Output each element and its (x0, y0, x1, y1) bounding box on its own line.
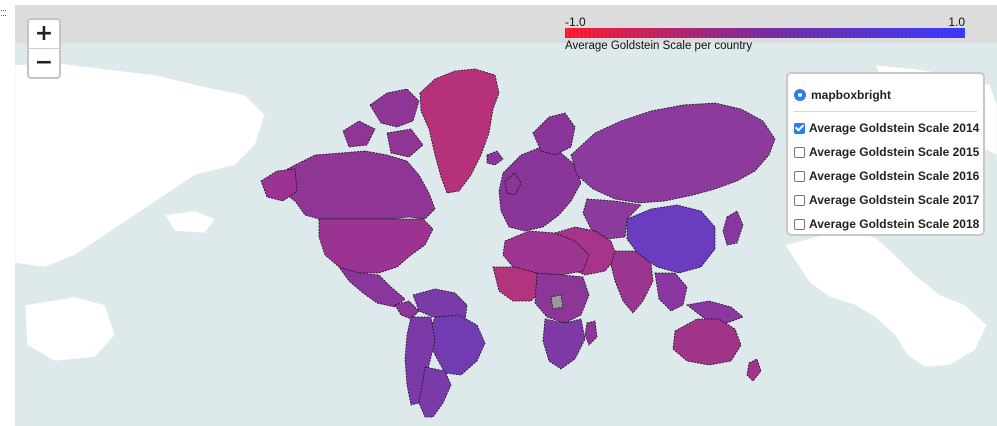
overlay-2018[interactable]: Average Goldstein Scale 2018 (788, 212, 983, 236)
overlay-label: Average Goldstein Scale 2014 (809, 121, 980, 135)
checkbox-icon[interactable] (794, 170, 805, 182)
land-east-copy-americas (784, 230, 988, 368)
land-west-copy-asia (15, 62, 266, 268)
country-north-africa[interactable] (502, 230, 590, 276)
checkbox-icon[interactable] (794, 146, 805, 158)
overlay-2014[interactable]: Average Goldstein Scale 2014 (788, 116, 983, 140)
country-europe[interactable] (498, 146, 582, 232)
overlay-label: Average Goldstein Scale 2018 (809, 217, 980, 231)
country-argentina[interactable] (418, 366, 452, 418)
country-brazil[interactable] (426, 314, 486, 376)
edge-marker (1, 10, 6, 16)
overlay-label: Average Goldstein Scale 2017 (809, 193, 980, 207)
colorbar-gradient (565, 28, 965, 38)
colorbar-min-label: -1.0 (565, 15, 586, 29)
overlay-label: Average Goldstein Scale 2016 (809, 169, 980, 183)
colorbar-ticks: -1.0 1.0 (565, 15, 965, 29)
map-canvas[interactable]: + − -1.0 1.0 Average Goldstein Scale per… (15, 5, 997, 426)
colorbar-caption: Average Goldstein Scale per country (565, 40, 753, 52)
country-new-zealand[interactable] (746, 358, 762, 382)
country-uk[interactable] (504, 172, 522, 196)
zoom-in-button[interactable]: + (34, 21, 54, 46)
country-southeast-asia[interactable] (654, 272, 744, 324)
country-iceland[interactable] (486, 150, 504, 166)
base-layer-label: mapboxbright (811, 88, 891, 102)
country-russia[interactable] (570, 102, 776, 204)
overlay-2015[interactable]: Average Goldstein Scale 2015 (788, 140, 983, 164)
country-southern-africa[interactable] (542, 318, 586, 370)
country-australia[interactable] (672, 318, 742, 366)
colorbar-max-label: 1.0 (948, 15, 965, 29)
country-greenland[interactable] (419, 68, 500, 194)
country-madagascar[interactable] (584, 320, 598, 346)
checkbox-icon[interactable] (794, 194, 805, 206)
country-japan[interactable] (722, 210, 744, 246)
country-india[interactable] (610, 250, 654, 314)
country-china[interactable] (626, 204, 716, 274)
colorbar-legend: -1.0 1.0 Average Goldstein Scale per cou… (565, 15, 965, 52)
layer-control: mapboxbright Average Goldstein Scale 201… (786, 72, 985, 236)
checkbox-icon[interactable] (794, 218, 805, 230)
country-west-africa[interactable] (492, 266, 544, 302)
country-central-asia[interactable] (582, 198, 642, 240)
zoom-out-button[interactable]: − (29, 48, 59, 77)
country-no-data[interactable] (550, 294, 564, 310)
checkbox-checked-icon[interactable] (794, 122, 805, 134)
overlay-label: Average Goldstein Scale 2015 (809, 145, 980, 159)
land-west-copy-australia (24, 296, 116, 362)
base-layer-mapboxbright[interactable]: mapboxbright (788, 83, 983, 107)
overlay-2016[interactable]: Average Goldstein Scale 2016 (788, 164, 983, 188)
overlay-2017[interactable]: Average Goldstein Scale 2017 (788, 188, 983, 212)
land-west-copy-misc (164, 210, 216, 234)
country-central-america[interactable] (394, 300, 420, 320)
country-mexico[interactable] (337, 266, 406, 308)
country-usa[interactable] (318, 218, 434, 274)
country-alaska[interactable] (260, 168, 298, 202)
zoom-control: + − (27, 18, 61, 79)
country-canada-arctic[interactable] (342, 88, 424, 158)
radio-selected-icon[interactable] (794, 89, 806, 101)
country-south-america-west[interactable] (404, 316, 436, 406)
country-canada[interactable] (272, 150, 436, 220)
country-south-america-north[interactable] (412, 288, 468, 322)
country-scandinavia[interactable] (532, 112, 576, 156)
layer-separator (794, 111, 977, 112)
country-central-africa[interactable] (534, 272, 590, 324)
